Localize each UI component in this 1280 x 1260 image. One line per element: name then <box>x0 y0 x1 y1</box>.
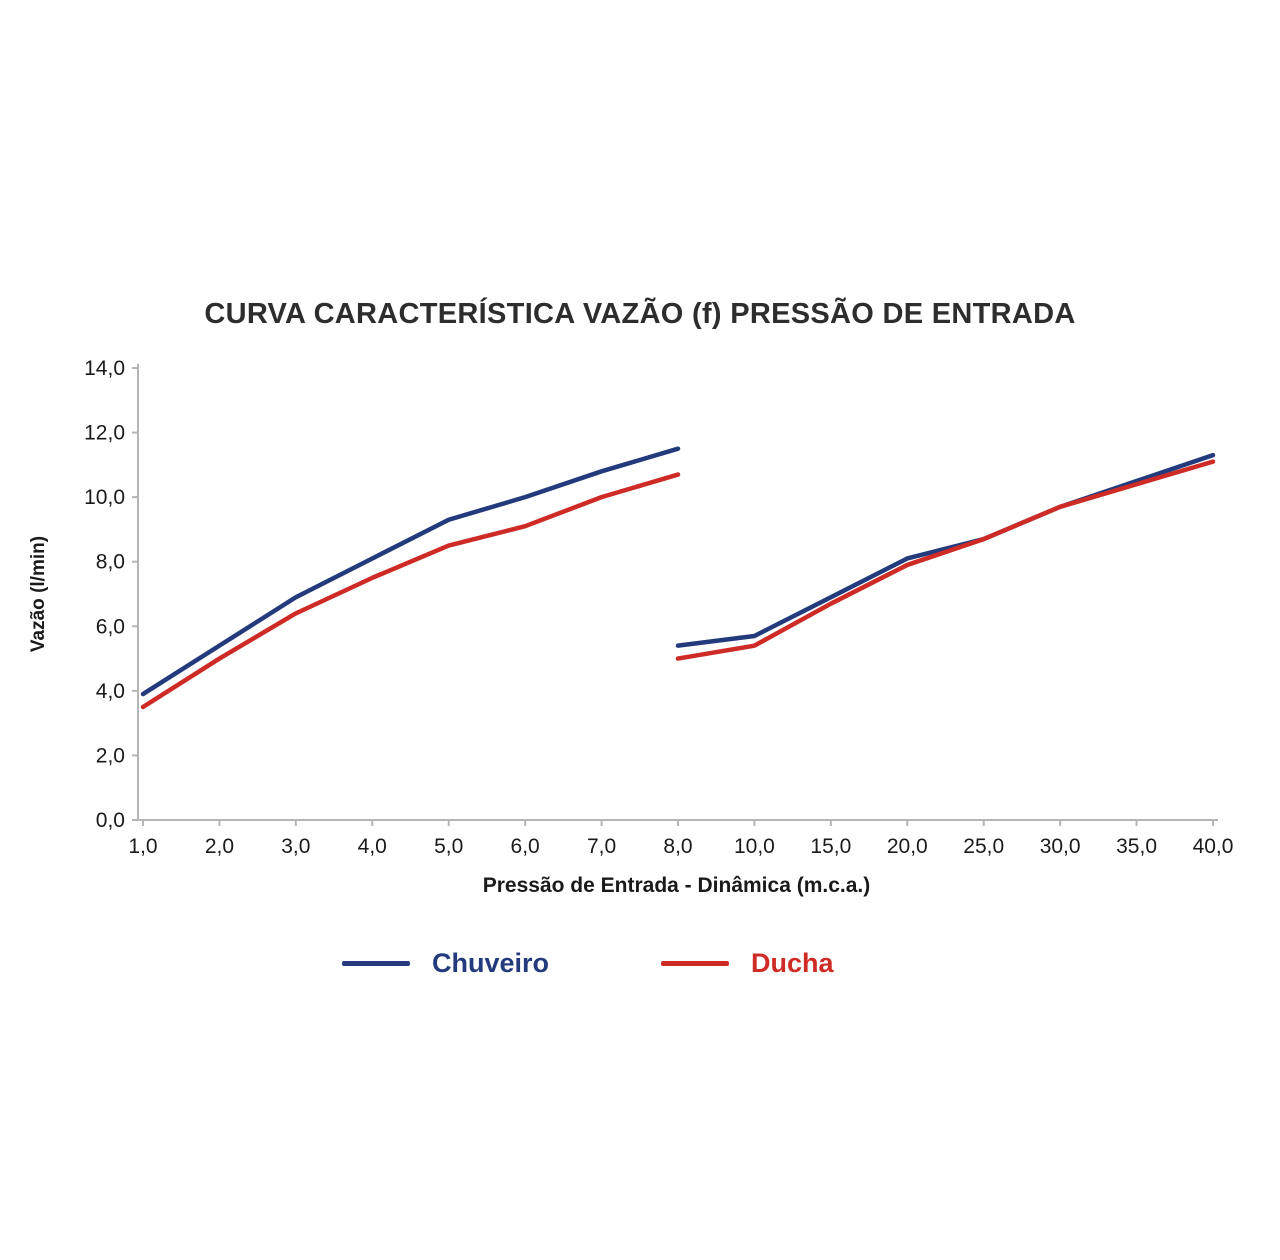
series-line-ducha <box>140 472 681 710</box>
x-tick-label: 25,0 <box>963 835 1004 858</box>
x-tick-label: 40,0 <box>1193 835 1234 858</box>
x-tick-label: 6,0 <box>511 835 540 858</box>
x-tick-label: 4,0 <box>358 835 387 858</box>
y-tick-label: 14,0 <box>84 357 125 380</box>
legend-swatch-chuveiro <box>342 961 410 966</box>
x-axis-title: Pressão de Entrada - Dinâmica (m.c.a.) <box>482 874 871 897</box>
chart-title: CURVA CARACTERÍSTICA VAZÃO (f) PRESSÃO D… <box>204 298 1076 330</box>
y-tick-label: 4,0 <box>96 680 125 703</box>
x-tick-label: 1,0 <box>128 835 157 858</box>
legend-label-ducha: Ducha <box>751 948 834 978</box>
legend-swatch-ducha <box>661 961 730 966</box>
y-tick-label: 8,0 <box>96 551 125 574</box>
series-line-ducha <box>675 459 1216 661</box>
legend-item-ducha: Ducha <box>661 948 834 979</box>
y-tick-label: 0,0 <box>96 809 125 832</box>
x-tick-label: 2,0 <box>205 835 234 858</box>
y-tick-label: 2,0 <box>96 744 125 767</box>
series-line-chuveiro <box>140 446 681 697</box>
x-tick-label: 10,0 <box>734 835 775 858</box>
x-tick-label: 30,0 <box>1040 835 1081 858</box>
legend-item-chuveiro: Chuveiro <box>342 948 549 979</box>
x-tick-label: 20,0 <box>887 835 928 858</box>
x-tick-label: 3,0 <box>281 835 310 858</box>
y-tick-label: 10,0 <box>84 486 125 509</box>
x-tick-label: 5,0 <box>434 835 463 858</box>
legend: Chuveiro Ducha <box>342 948 834 979</box>
x-tick-label: 7,0 <box>587 835 616 858</box>
y-tick-label: 12,0 <box>84 422 125 445</box>
series-line-chuveiro <box>675 452 1216 648</box>
x-tick-label: 35,0 <box>1116 835 1157 858</box>
x-tick-label: 8,0 <box>663 835 692 858</box>
legend-label-chuveiro: Chuveiro <box>432 948 550 978</box>
y-tick-label: 6,0 <box>96 615 125 638</box>
x-tick-label: 15,0 <box>810 835 851 858</box>
y-axis-title: Vazão (l/min) <box>28 535 49 653</box>
